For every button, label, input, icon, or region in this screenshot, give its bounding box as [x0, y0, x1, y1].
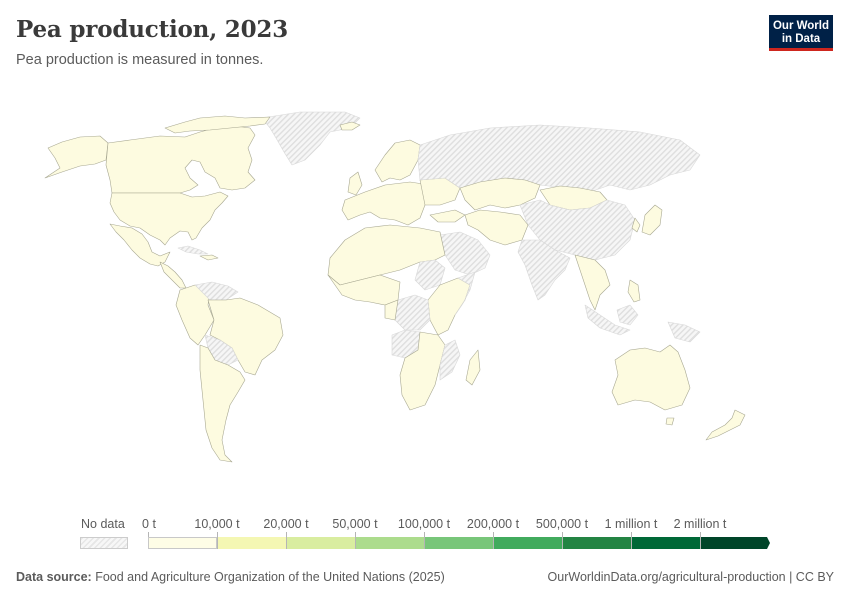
legend-tick	[217, 532, 218, 537]
legend-bin-20k-50k[interactable]	[286, 537, 355, 549]
country-mozambique[interactable]	[439, 339, 461, 381]
country-mexico[interactable]	[109, 223, 171, 267]
legend-bin-10k-20k[interactable]	[217, 537, 286, 549]
country-philippines[interactable]	[627, 279, 641, 303]
region-hispaniola[interactable]	[199, 254, 219, 261]
country-dr-congo[interactable]	[394, 294, 431, 331]
country-new-zealand[interactable]	[705, 409, 746, 441]
country-kazakhstan[interactable]	[459, 177, 541, 211]
chart-title: Pea production, 2023	[16, 16, 289, 43]
country-korea[interactable]	[631, 217, 641, 233]
legend-label-2m: 2 million t	[673, 517, 727, 531]
legend-label-0: 0 t	[142, 517, 156, 531]
chart-subtitle: Pea production is measured in tonnes.	[16, 52, 264, 68]
region-southern-africa[interactable]	[399, 331, 446, 411]
country-cuba[interactable]	[177, 245, 209, 255]
owid-logo[interactable]: Our World in Data	[769, 15, 833, 51]
country-madagascar[interactable]	[465, 349, 481, 386]
region-canadian-arctic[interactable]	[164, 115, 271, 134]
legend-bin-0-10k[interactable]	[148, 537, 217, 549]
legend-label-500k: 500,000 t	[535, 517, 589, 531]
legend-bin-1m-2m[interactable]	[631, 537, 700, 549]
country-iceland[interactable]	[339, 121, 361, 131]
country-russia[interactable]	[417, 124, 701, 193]
legend-bin-50k-100k[interactable]	[355, 537, 424, 549]
color-legend: No data 0 t 10,000 t 20,000 t 50,000 t 1…	[0, 513, 850, 553]
country-turkey[interactable]	[429, 209, 466, 223]
country-usa-alaska[interactable]	[44, 135, 109, 179]
country-greenland[interactable]	[261, 111, 361, 166]
region-arabian-peninsula[interactable]	[439, 231, 491, 276]
legend-label-20k: 20,000 t	[263, 517, 309, 531]
region-central-america[interactable]	[159, 261, 187, 289]
legend-bin-2m-plus[interactable]	[700, 537, 762, 549]
country-canada[interactable]	[105, 125, 256, 194]
legend-label-10k: 10,000 t	[194, 517, 240, 531]
legend-label-200k: 200,000 t	[466, 517, 520, 531]
no-data-swatch[interactable]	[80, 537, 128, 549]
country-tasmania[interactable]	[665, 417, 675, 426]
country-somalia[interactable]	[454, 271, 476, 316]
country-uk[interactable]	[347, 171, 363, 196]
country-argentina-chile[interactable]	[199, 344, 246, 463]
legend-arrow-icon	[762, 537, 770, 549]
no-data-label: No data	[81, 517, 125, 531]
data-source: Data source: Food and Agriculture Organi…	[16, 570, 445, 584]
logo-line-2: in Data	[781, 33, 821, 45]
legend-tick	[631, 532, 632, 537]
country-australia[interactable]	[611, 344, 691, 411]
data-source-text[interactable]: Food and Agriculture Organization of the…	[95, 570, 445, 584]
legend-tick	[148, 532, 149, 537]
data-source-label: Data source:	[16, 570, 92, 584]
legend-tick	[286, 532, 287, 537]
legend-bin-500k-1m[interactable]	[562, 537, 631, 549]
legend-bin-200k-500k[interactable]	[493, 537, 562, 549]
country-japan[interactable]	[641, 204, 663, 236]
world-map[interactable]	[0, 95, 850, 505]
legend-tick	[493, 532, 494, 537]
legend-tick	[355, 532, 356, 537]
legend-tick	[700, 532, 701, 537]
footer-url[interactable]: OurWorldinData.org/agricultural-producti…	[547, 570, 834, 584]
legend-tick	[424, 532, 425, 537]
country-indonesia-borneo[interactable]	[616, 304, 639, 326]
region-southeast-asia[interactable]	[574, 254, 611, 311]
logo-line-1: Our World	[772, 20, 829, 32]
region-scandinavia[interactable]	[374, 139, 421, 183]
legend-label-1m: 1 million t	[604, 517, 658, 531]
country-papua-new-guinea[interactable]	[667, 321, 701, 343]
country-usa[interactable]	[109, 191, 229, 246]
country-india[interactable]	[517, 239, 571, 301]
country-indonesia[interactable]	[584, 304, 631, 336]
region-central-africa[interactable]	[384, 299, 399, 321]
legend-label-100k: 100,000 t	[397, 517, 451, 531]
legend-bin-100k-200k[interactable]	[424, 537, 493, 549]
country-brazil[interactable]	[207, 297, 284, 376]
region-western-europe[interactable]	[341, 181, 441, 226]
legend-label-50k: 50,000 t	[332, 517, 378, 531]
legend-tick	[562, 532, 563, 537]
